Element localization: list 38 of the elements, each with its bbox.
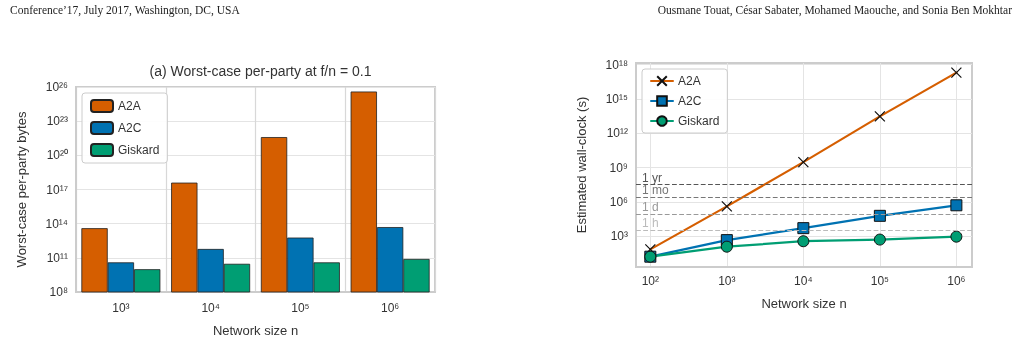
y-tick-label: 10⁸ xyxy=(49,285,68,299)
y-tick-label: 10⁶ xyxy=(609,194,629,209)
x-tick-label: 10⁴ xyxy=(794,274,813,288)
y-axis-title: Worst-case per-party bytes xyxy=(14,111,29,268)
x-tick-label: 10² xyxy=(641,274,659,288)
x-tick-label: 10⁶ xyxy=(947,274,966,288)
legend-label: A2A xyxy=(118,99,141,113)
y-tick-label: 10¹⁴ xyxy=(45,216,68,231)
y-tick-label: 10³ xyxy=(610,229,628,244)
chart-title: (a) Worst-case per-party at f/n = 0.1 xyxy=(149,63,372,79)
legend-label: A2C xyxy=(678,94,702,108)
x-tick-label: 10³ xyxy=(112,301,130,315)
x-tick-label: 10³ xyxy=(718,274,736,288)
x-tick-label: 10⁵ xyxy=(870,274,890,288)
x-tick-label: 10⁶ xyxy=(380,301,400,315)
legend-label: Giskard xyxy=(678,114,720,128)
ref-line-label: 1 mo xyxy=(642,183,669,198)
x-tick-label: 10⁴ xyxy=(201,301,220,315)
text: Conference’17, July 2017, Washington, DC, USA xyxy=(10,4,240,16)
ref-line-label: 1 h xyxy=(642,215,659,230)
y-tick-label: 10¹⁸ xyxy=(605,57,628,72)
y-tick-label: 10²⁶ xyxy=(45,80,69,94)
y-tick-label: 10¹⁷ xyxy=(46,182,68,197)
x-axis-title: Network size n xyxy=(212,323,299,338)
ref-line-label: 1 d xyxy=(642,200,659,215)
y-tick-label: 10⁹ xyxy=(609,160,628,175)
legend-label: A2C xyxy=(118,121,142,135)
y-tick-label: 10¹¹ xyxy=(46,250,68,265)
legend-label: A2A xyxy=(678,74,701,88)
y-tick-label: 10²³ xyxy=(46,114,68,129)
y-tick-label: 10¹⁵ xyxy=(605,91,629,106)
x-tick-label: 10⁵ xyxy=(291,301,310,315)
y-tick-label: 10¹² xyxy=(606,126,628,141)
text: Ousmane Touat, César Sabater, Mohamed Maouche, and Sonia Ben Mokhtar xyxy=(657,4,1012,16)
x-axis-title: Network size n xyxy=(761,296,847,311)
y-tick-label: 10²⁰ xyxy=(46,148,68,163)
y-axis-title: Estimated wall-clock (s) xyxy=(574,96,589,234)
legend-label: Giskard xyxy=(118,143,160,157)
